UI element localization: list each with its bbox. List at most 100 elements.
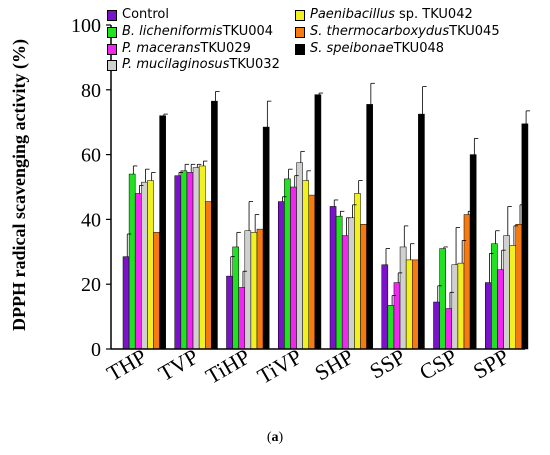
bar [451, 264, 459, 350]
legend-item: P. macerans TKU029 [107, 41, 251, 57]
bar [341, 235, 349, 350]
bar [399, 246, 407, 350]
y-tick-label: 60 [81, 145, 101, 167]
bar [445, 308, 453, 350]
y-axis-label: DPPH radical scavenging activity (%) [9, 39, 30, 331]
bar [290, 186, 297, 350]
legend-item: Control [107, 7, 169, 23]
bar [153, 232, 160, 350]
legend-swatch [107, 43, 117, 55]
bar [192, 167, 200, 350]
bar [393, 282, 401, 350]
bar [226, 275, 233, 350]
bar [405, 259, 413, 350]
x-tick-label: TVP [154, 344, 202, 386]
legend-label: TKU048 [393, 41, 445, 56]
bar [509, 245, 516, 350]
bar [256, 228, 264, 350]
bar [463, 214, 471, 350]
bar [205, 201, 212, 350]
x-tick-label: THP [102, 344, 150, 386]
bar [503, 235, 510, 350]
bar [412, 259, 419, 350]
bar [329, 206, 337, 350]
bar [387, 305, 395, 350]
legend-label: TKU032 [229, 57, 280, 72]
legend-species-name: B. licheniformis [122, 24, 223, 39]
legend-label: TKU004 [222, 24, 274, 39]
bar [491, 243, 498, 350]
x-tick-label: TiVP [253, 344, 306, 389]
y-tick-label: 20 [81, 274, 101, 296]
bar [433, 301, 440, 350]
bar [211, 100, 218, 350]
legend-species-name: P. macerans [122, 41, 201, 56]
bar [238, 287, 246, 350]
bar [244, 230, 252, 350]
legend-species-name: P. mucilaginosus [122, 57, 230, 72]
legend-swatch [107, 59, 117, 71]
caption-letter: a [271, 430, 279, 445]
bar [521, 123, 529, 350]
legend-item: P. mucilaginosus TKU032 [107, 57, 280, 73]
y-tick-label: 40 [81, 209, 101, 231]
legend-label: Paenibacillus sp. TKU042 [310, 7, 473, 22]
x-tick-label: CSP [415, 344, 461, 385]
legend-swatch [295, 26, 305, 38]
bar [250, 232, 258, 350]
bar [284, 178, 291, 350]
bar [159, 115, 166, 350]
bar [174, 175, 182, 350]
bar [147, 180, 154, 350]
y-tick-labels: 0 20 40 60 80 100 [71, 15, 101, 361]
bar [497, 269, 504, 350]
bar [457, 262, 465, 350]
bar [296, 162, 303, 350]
legend-item: Paenibacillus sp. TKU042 [295, 7, 473, 23]
legend-item: S. speibonae TKU048 [295, 41, 444, 57]
bar [232, 246, 239, 350]
figure-caption: (a) [0, 430, 550, 446]
legend-label: TKU045 [449, 24, 500, 39]
bar [128, 173, 136, 350]
bar [348, 217, 355, 350]
legend-swatch [295, 9, 305, 21]
bar [180, 170, 188, 350]
legend-label: TKU029 [200, 41, 251, 56]
bar [515, 224, 523, 350]
axes [106, 24, 525, 350]
bar [186, 172, 194, 350]
y-tick-label: 80 [81, 80, 101, 102]
legend-species-name: S. thermocarboxydus [310, 24, 450, 39]
bar [314, 94, 322, 350]
bar [381, 264, 389, 350]
caption-open-paren: ( [266, 430, 272, 445]
legend-swatch [107, 26, 117, 38]
bar [469, 154, 477, 350]
bar [354, 193, 361, 350]
y-tick-label: 0 [91, 339, 101, 361]
error-bars [126, 82, 531, 309]
bar [366, 104, 373, 350]
bar [308, 194, 316, 350]
bar [278, 201, 285, 350]
legend-species-name: S. speibonae [310, 41, 394, 56]
legend-item: B. licheniformis TKU004 [107, 24, 273, 40]
caption-close-paren: ) [278, 430, 284, 445]
bar [302, 180, 309, 350]
bar [134, 193, 142, 350]
bar [141, 181, 148, 350]
bar [122, 256, 130, 350]
x-tick-label: TiHP [201, 344, 254, 389]
bar [262, 126, 270, 350]
bar [439, 248, 446, 350]
bar [198, 165, 206, 350]
bar [335, 215, 343, 350]
x-tick-label: SHP [310, 344, 357, 386]
bar [360, 224, 367, 350]
bar [418, 113, 425, 350]
bar [485, 282, 492, 350]
y-tick-label: 100 [71, 15, 101, 37]
